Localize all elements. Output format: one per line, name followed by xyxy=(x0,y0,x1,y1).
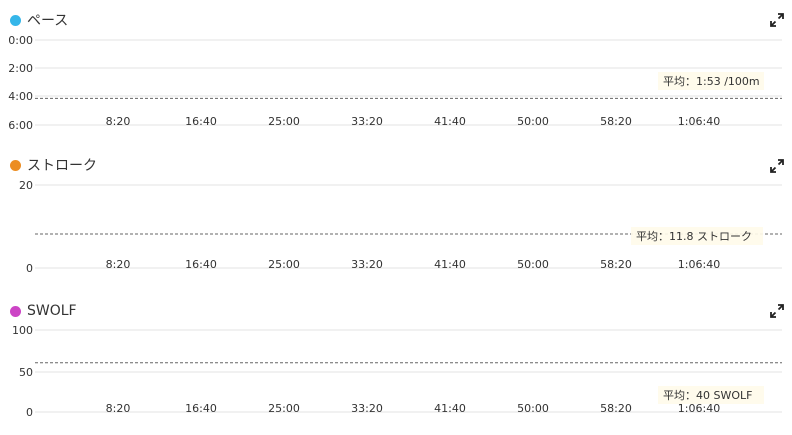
pace-x-tick-label: 8:20 xyxy=(106,115,131,128)
pace-x-tick-label: 33:20 xyxy=(351,115,383,128)
stroke-x-tick-label: 16:40 xyxy=(185,258,217,271)
pace-average-box xyxy=(658,72,764,90)
pace-x-tick-label: 25:00 xyxy=(268,115,300,128)
stroke-legend-dot xyxy=(10,159,21,171)
pace-x-tick-label: 50:00 xyxy=(517,115,549,128)
swolf-x-tick-label: 25:00 xyxy=(268,402,300,415)
stroke-x-tick-label: 58:20 xyxy=(600,258,632,271)
swolf-chart: 平均：40 SWOLF 100 50 0 8:20 16:40 25:00 33:20 41:4… xyxy=(12,324,782,419)
swolf-panel: SWOLF 平均：40 SWOLF 100 50 0 8:20 16:40 25:00 33:… xyxy=(0,290,792,435)
pace-expand-icon[interactable] xyxy=(770,13,784,27)
swolf-x-tick-label: 1:06:40 xyxy=(678,402,720,415)
swolf-average-box xyxy=(658,386,764,404)
swolf-x-tick-label: 8:20 xyxy=(106,402,131,415)
stroke-x-tick-label: 41:40 xyxy=(434,258,466,271)
swolf-expand-icon[interactable] xyxy=(770,304,784,318)
pace-x-tick-label: 58:20 xyxy=(600,115,632,128)
stroke-x-tick-label: 8:20 xyxy=(106,258,131,271)
swolf-y-tick-label: 0 xyxy=(26,406,33,419)
stroke-x-tick-label: 1:06:40 xyxy=(678,258,720,271)
pace-panel: ペース 平均：1:53 /100m 0:00 2:00 4:00 6:00 8:20 16:… xyxy=(0,0,792,145)
swolf-x-tick-label: 58:20 xyxy=(600,402,632,415)
swolf-y-tick-label: 50 xyxy=(19,366,33,379)
stroke-expand-icon[interactable] xyxy=(770,159,784,173)
stroke-y-tick-label: 0 xyxy=(26,262,33,275)
swolf-x-tick-label: 16:40 xyxy=(185,402,217,415)
swolf-title-row: SWOLF xyxy=(10,301,77,321)
pace-y-tick-label: 2:00 xyxy=(8,62,33,75)
stroke-average-box xyxy=(631,227,763,245)
pace-y-tick-label: 6:00 xyxy=(8,119,33,132)
swolf-y-tick-label: 100 xyxy=(12,324,33,337)
pace-title: ペース xyxy=(27,13,69,29)
pace-x-tick-label: 16:40 xyxy=(185,115,217,128)
stroke-y-tick-label: 20 xyxy=(19,179,33,192)
pace-x-tick-label: 41:40 xyxy=(434,115,466,128)
stroke-x-tick-label: 25:00 xyxy=(268,258,300,271)
pace-legend-dot xyxy=(10,14,21,26)
swolf-x-tick-label: 50:00 xyxy=(517,402,549,415)
stroke-x-tick-label: 33:20 xyxy=(351,258,383,271)
pace-chart: 平均：1:53 /100m 0:00 2:00 4:00 6:00 8:20 16:40 25… xyxy=(8,34,782,132)
stroke-panel: ストローク 平均：11.8 ストローク 20 0 8:20 16:40 25:00 33:2… xyxy=(0,145,792,290)
stroke-title: ストローク xyxy=(27,158,97,174)
swolf-average-label: 平均：40 SWOLF xyxy=(663,389,752,402)
swolf-title: SWOLF xyxy=(27,303,77,319)
stroke-average-label: 平均：11.8 ストローク xyxy=(636,230,752,243)
pace-title-row: ペース xyxy=(10,10,68,30)
swolf-x-tick-label: 33:20 xyxy=(351,402,383,415)
stroke-title-row: ストローク xyxy=(10,155,97,175)
swolf-x-tick-label: 41:40 xyxy=(434,402,466,415)
pace-x-tick-label: 1:06:40 xyxy=(678,115,720,128)
pace-y-tick-label: 4:00 xyxy=(8,90,33,103)
pace-y-tick-label: 0:00 xyxy=(8,34,33,47)
stroke-x-tick-label: 50:00 xyxy=(517,258,549,271)
pace-average-label: 平均：1:53 /100m xyxy=(663,75,760,88)
swolf-legend-dot xyxy=(10,305,21,317)
stroke-chart: 平均：11.8 ストローク 20 0 8:20 16:40 25:00 33:20 41:40… xyxy=(19,179,782,275)
